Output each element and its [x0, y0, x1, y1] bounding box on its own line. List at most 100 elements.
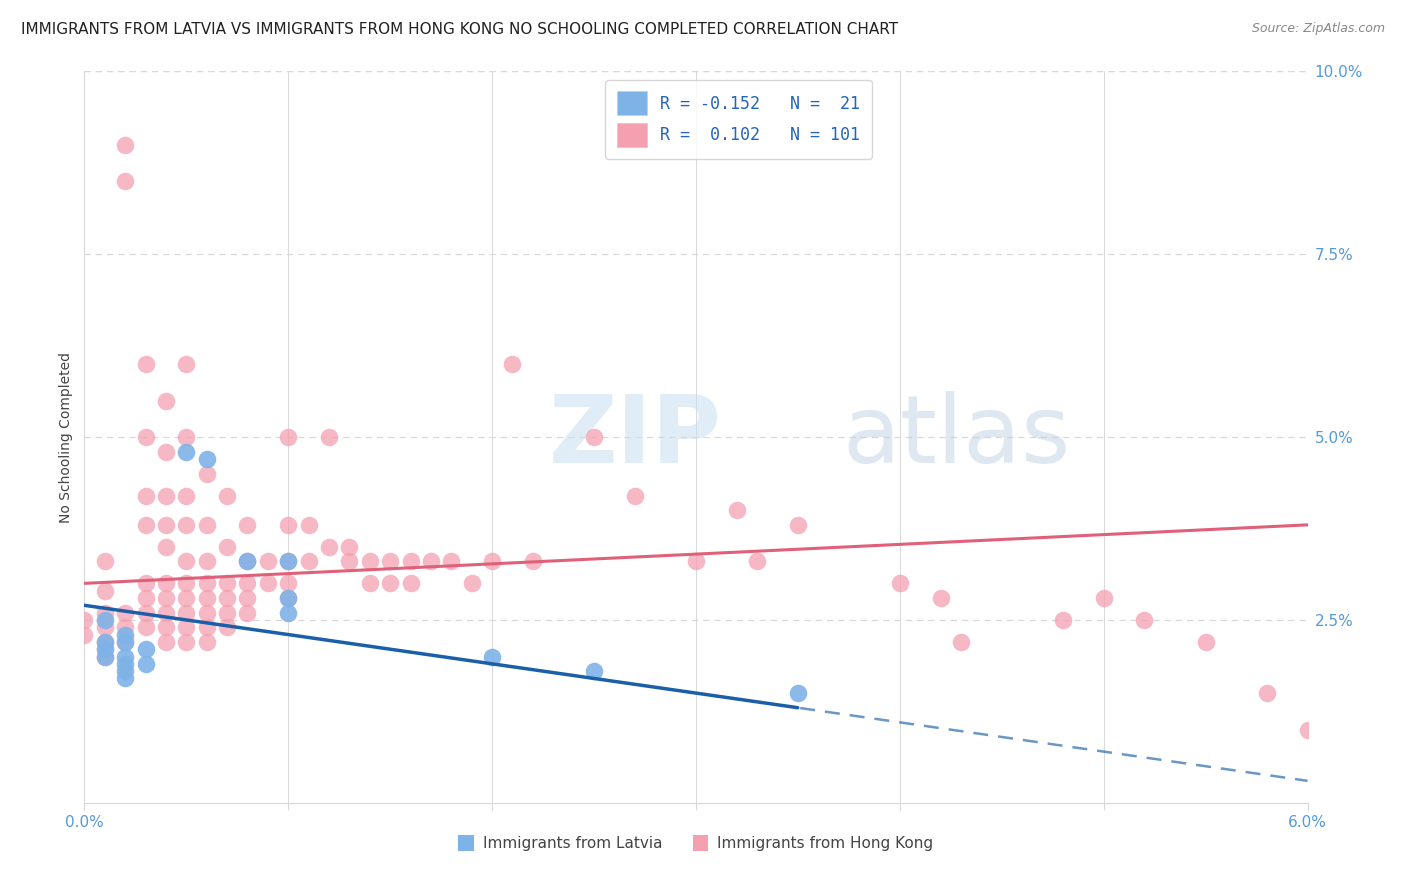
Point [318, 430, 340, 444]
Point [93, 635, 117, 649]
Point [155, 489, 177, 503]
Text: ZIP: ZIP [550, 391, 723, 483]
Point [399, 554, 422, 568]
Point [155, 540, 177, 554]
Point [1133, 613, 1156, 627]
Point [1256, 686, 1278, 700]
Point [787, 686, 810, 700]
Point [155, 591, 177, 605]
Point [380, 576, 402, 591]
Point [155, 517, 177, 532]
Point [461, 576, 484, 591]
Point [176, 606, 198, 620]
Point [339, 554, 361, 568]
Y-axis label: No Schooling Completed: No Schooling Completed [59, 351, 73, 523]
Point [135, 606, 157, 620]
Point [114, 635, 136, 649]
Point [277, 554, 299, 568]
Point [522, 554, 544, 568]
Point [399, 576, 422, 591]
Point [176, 357, 198, 371]
Point [277, 430, 299, 444]
Point [359, 576, 381, 591]
Point [257, 576, 280, 591]
Text: IMMIGRANTS FROM LATVIA VS IMMIGRANTS FROM HONG KONG NO SCHOOLING COMPLETED CORRE: IMMIGRANTS FROM LATVIA VS IMMIGRANTS FRO… [21, 22, 898, 37]
Point [440, 554, 463, 568]
Point [420, 554, 443, 568]
Point [195, 467, 218, 481]
Point [114, 664, 136, 678]
Point [114, 649, 136, 664]
Point [93, 642, 117, 657]
Point [380, 554, 402, 568]
Point [481, 649, 503, 664]
Legend: Immigrants from Latvia, Immigrants from Hong Kong: Immigrants from Latvia, Immigrants from … [453, 830, 939, 857]
Point [787, 517, 810, 532]
Point [889, 576, 911, 591]
Point [236, 554, 259, 568]
Point [114, 606, 136, 620]
Point [685, 554, 707, 568]
Text: atlas: atlas [842, 391, 1071, 483]
Point [502, 357, 524, 371]
Point [195, 452, 218, 467]
Point [481, 554, 503, 568]
Point [359, 554, 381, 568]
Point [217, 620, 239, 634]
Point [135, 517, 157, 532]
Point [236, 554, 259, 568]
Point [277, 576, 299, 591]
Point [277, 591, 299, 605]
Point [93, 649, 117, 664]
Point [217, 606, 239, 620]
Point [176, 489, 198, 503]
Point [155, 393, 177, 408]
Point [114, 174, 136, 188]
Point [257, 554, 280, 568]
Text: Source: ZipAtlas.com: Source: ZipAtlas.com [1251, 22, 1385, 36]
Point [93, 642, 117, 657]
Point [236, 591, 259, 605]
Point [176, 635, 198, 649]
Point [176, 576, 198, 591]
Point [135, 430, 157, 444]
Point [176, 591, 198, 605]
Point [583, 430, 606, 444]
Point [73, 613, 96, 627]
Point [624, 489, 647, 503]
Point [114, 137, 136, 152]
Point [93, 583, 117, 598]
Point [155, 606, 177, 620]
Point [236, 606, 259, 620]
Point [339, 540, 361, 554]
Point [277, 606, 299, 620]
Point [929, 591, 952, 605]
Point [236, 517, 259, 532]
Point [195, 576, 218, 591]
Point [583, 664, 606, 678]
Point [135, 357, 157, 371]
Point [217, 489, 239, 503]
Point [114, 672, 136, 686]
Point [176, 444, 198, 458]
Point [318, 540, 340, 554]
Point [195, 591, 218, 605]
Point [217, 576, 239, 591]
Point [93, 606, 117, 620]
Point [298, 554, 321, 568]
Point [93, 613, 117, 627]
Point [135, 489, 157, 503]
Point [277, 517, 299, 532]
Point [93, 649, 117, 664]
Point [114, 635, 136, 649]
Point [277, 591, 299, 605]
Point [1195, 635, 1218, 649]
Point [155, 444, 177, 458]
Point [176, 620, 198, 634]
Point [155, 576, 177, 591]
Point [195, 554, 218, 568]
Point [195, 606, 218, 620]
Point [277, 554, 299, 568]
Point [1092, 591, 1115, 605]
Point [73, 627, 96, 641]
